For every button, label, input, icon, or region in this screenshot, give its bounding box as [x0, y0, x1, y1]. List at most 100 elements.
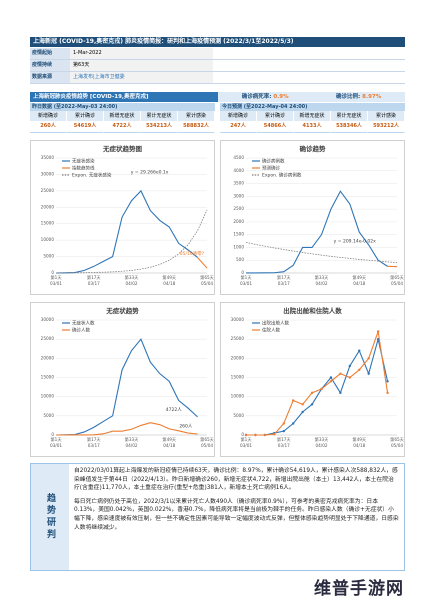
column-header: 累计无症状: [141, 111, 178, 121]
column-header: 累计无症状: [331, 111, 368, 121]
y-tick-label: 0: [51, 270, 54, 275]
x-tick-label: 第33天: [315, 436, 330, 443]
y-tick-label: 3000: [233, 193, 244, 198]
x-tick-label: 03/17: [88, 281, 100, 286]
summary-title: 上海新冠肺炎疫情趋势 [COVID-19,奥密克戎]: [30, 92, 218, 102]
point: [348, 364, 352, 368]
series-line: [245, 241, 398, 263]
x-tick-label: 第49天: [162, 274, 177, 281]
y-tick-label: 5000: [43, 413, 54, 418]
y-tick-label: 15000: [41, 221, 55, 226]
y-tick-label: 10000: [231, 394, 245, 399]
y-tick-label: 500: [236, 257, 244, 262]
y-tick-label: 5000: [233, 413, 244, 418]
cell-value: 54619人: [67, 121, 104, 133]
point: [339, 391, 342, 395]
y-tick-label: 2500: [233, 206, 244, 211]
info-label: 数据来源: [30, 72, 70, 83]
cell-value: 538346人: [331, 121, 368, 133]
x-tick-label: 05/04: [391, 281, 403, 286]
series-line: [55, 338, 198, 436]
point: [386, 391, 389, 395]
analysis-title: 趋势研判: [31, 464, 69, 570]
x-tick-label: 04/02: [315, 443, 327, 448]
series-line: [246, 339, 389, 436]
chart-title: 确诊趋势: [300, 144, 327, 153]
x-tick-label: 第49天: [352, 274, 367, 281]
ratio-label: 确诊比例:: [336, 94, 361, 100]
x-tick-label: 第1天: [50, 436, 62, 443]
info-row: 数据来源 上海发布|上海市卫健委: [30, 72, 405, 84]
x-tick-label: 04/02: [125, 281, 137, 286]
point: [254, 433, 257, 437]
x-tick-label: 03/17: [278, 281, 290, 286]
point: [301, 410, 304, 414]
annotation: y = 209.14e-0.02x: [334, 238, 376, 244]
y-tick-label: 2000: [233, 219, 244, 224]
x-tick-label: 第49天: [162, 436, 177, 443]
yesterday-block: 昨日数据 (至2022-May-03 24:00) 新增确诊 累计确诊 新增无症状 累计…: [30, 103, 215, 133]
x-tick-label: 03/01: [240, 443, 252, 448]
series-line: [55, 189, 198, 274]
x-tick-label: 第17天: [87, 274, 102, 281]
y-tick-label: 1500: [233, 232, 244, 237]
x-tick-label: 第33天: [315, 274, 330, 281]
annotation: 260人: [179, 423, 193, 429]
charts: 无症状趋势图0500010000150002000025000300003500…: [30, 140, 405, 457]
x-tick-label: 第49天: [352, 436, 367, 443]
annotation: 4722人: [166, 407, 182, 413]
column-header: 累计感染: [178, 111, 215, 121]
legend-label: 预测确诊: [262, 165, 280, 172]
y-tick-label: 15000: [231, 375, 245, 380]
legend-label: 指数趋势线: [72, 165, 95, 172]
x-tick-label: 第1天: [50, 274, 62, 281]
x-tick-label: 04/02: [125, 443, 137, 448]
y-tick-label: 25000: [231, 336, 245, 341]
y-tick-label: 20000: [41, 355, 55, 360]
legend-label: 住院人数: [262, 327, 280, 334]
cfr-label: 确诊病死率:: [241, 94, 272, 100]
x-tick-label: 03/17: [278, 443, 290, 448]
point: [367, 372, 370, 375]
value-row: 260人 54619人 4722人 534213人 588832人: [30, 121, 215, 133]
info-table: 疫情起始 1-Mar-2022 疫情持续 第63天 数据来源 上海发布|上海市卫健委: [30, 48, 405, 84]
x-tick-label: 第65天: [390, 436, 405, 443]
point: [310, 391, 314, 395]
analysis: 趋势研判 自2022/03/01算起上海爆发的新冠疫情已持续63天，确诊比例：8…: [30, 463, 405, 571]
x-tick-label: 第65天: [390, 274, 405, 281]
point: [282, 429, 285, 433]
x-tick-label: 第17天: [277, 436, 292, 443]
forecast-block: 今日预测 (至2022-May-04 24:00) 新增确诊 累计确诊 新增无症状 累计…: [220, 103, 405, 133]
point: [291, 422, 295, 425]
x-tick-label: 第1天: [240, 436, 252, 443]
x-tick-label: 第1天: [240, 274, 252, 281]
column-header: 新增确诊: [220, 111, 257, 121]
stat: 确诊病死率: 0.9%: [242, 92, 289, 102]
info-value: 第63天: [70, 60, 213, 71]
point: [273, 433, 276, 436]
x-tick-label: 第33天: [125, 274, 140, 281]
x-tick-label: 05/04: [201, 281, 213, 286]
chart-frame: [220, 140, 405, 295]
x-tick-label: 05/04: [201, 443, 213, 448]
legend-label: 确诊人数: [72, 327, 90, 334]
point: [348, 376, 352, 379]
point: [282, 422, 285, 425]
cell-value: 588832人: [178, 121, 215, 133]
x-tick-label: 04/18: [163, 281, 175, 286]
paragraph: 自2022/03/01算起上海爆发的新冠疫情已持续63天，确诊比例：8.97%，…: [74, 468, 398, 492]
analysis-body: 自2022/03/01算起上海爆发的新冠疫情已持续63天，确诊比例：8.97%，…: [69, 464, 404, 570]
series-line: [246, 331, 389, 436]
point: [291, 399, 295, 402]
x-tick-label: 03/01: [240, 281, 252, 286]
info-value: 1-Mar-2022: [70, 48, 213, 59]
x-tick-label: 03/01: [50, 443, 62, 448]
x-tick-label: 第17天: [277, 274, 292, 281]
y-tick-label: 3500: [233, 181, 244, 186]
legend-label: Expon. 确诊病例数: [262, 172, 302, 179]
watermark: 维普手游网: [314, 579, 404, 599]
x-tick-label: 第33天: [125, 436, 140, 443]
x-tick-label: 04/18: [353, 443, 365, 448]
point: [263, 433, 267, 437]
